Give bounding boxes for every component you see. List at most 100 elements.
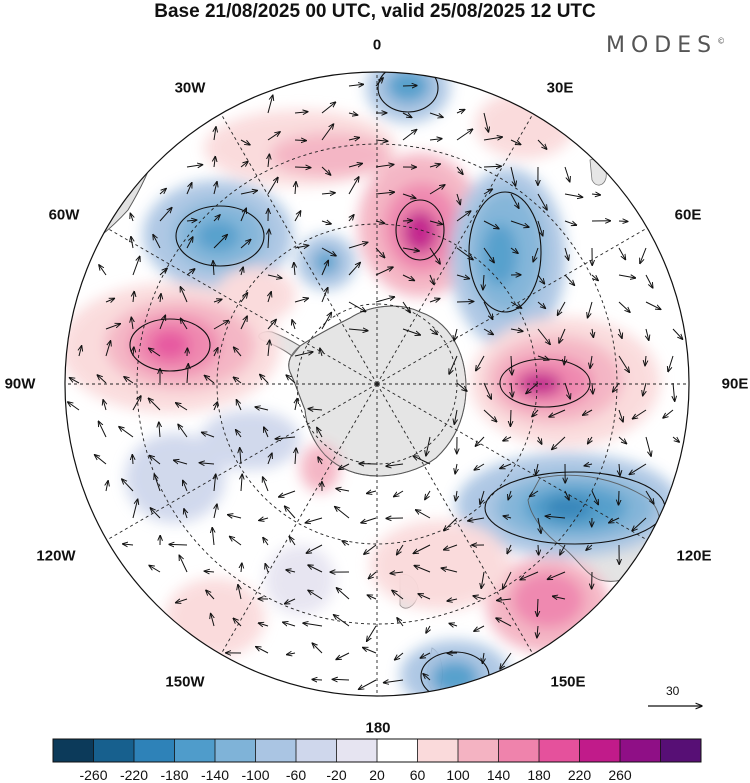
meridian-line: [106, 227, 378, 385]
longitude-label: 0: [372, 36, 382, 54]
wind-vector: [336, 652, 350, 660]
wind-vector: [537, 193, 547, 210]
wind-vector: [265, 564, 268, 573]
wind-vector: [234, 347, 242, 357]
wind-vector: [538, 517, 541, 533]
wind-vector: [426, 625, 430, 633]
wind-vector: [132, 499, 138, 519]
map-boundary: [64, 71, 690, 697]
wind-vector: [367, 595, 377, 599]
wind-vector: [591, 490, 598, 505]
wind-vector: [537, 625, 538, 638]
wind-vector: [375, 267, 393, 276]
wind-vector: [473, 596, 485, 599]
wind-vector: [537, 301, 546, 308]
wind-vector: [186, 269, 195, 276]
wind-vector: [511, 382, 512, 397]
wind-vector: [160, 294, 161, 303]
longitude-label: 120W: [36, 547, 76, 565]
wind-vector: [348, 84, 364, 86]
wind-vector: [267, 319, 276, 330]
wind-vector: [294, 262, 295, 276]
wind-vector: [402, 248, 419, 251]
wind-vector: [510, 220, 529, 227]
wind-vector: [375, 192, 394, 194]
wind-vector: [68, 402, 80, 411]
wind-vector: [588, 436, 592, 444]
wind-vector: [241, 267, 243, 276]
wind-vector: [338, 463, 350, 470]
wind-vector: [214, 156, 215, 168]
wind-vector: [186, 220, 197, 221]
wind-vector: [426, 436, 431, 456]
wind-vector: [510, 247, 518, 253]
wind-vector: [213, 299, 222, 302]
wind-vector: [444, 517, 458, 531]
wind-vector: [267, 275, 282, 278]
wind-vector: [375, 165, 394, 168]
longitude-label: 90E: [721, 375, 749, 393]
wind-vector: [592, 328, 593, 338]
meridian-line: [106, 383, 378, 541]
wind-vector: [308, 409, 323, 410]
wind-vector: [176, 403, 188, 411]
wind-vector: [179, 555, 188, 573]
wind-vector: [176, 599, 188, 603]
wind-vector: [537, 598, 538, 616]
wind-vector: [131, 317, 133, 330]
wind-vector: [425, 490, 431, 500]
wind-vector: [474, 625, 485, 631]
wind-vector: [618, 436, 627, 444]
wind-vector: [312, 643, 323, 654]
wind-vector: [449, 355, 458, 374]
wind-vector: [95, 455, 107, 465]
wind-vector: [416, 510, 431, 519]
wind-vector: [483, 112, 489, 132]
wind-vector: [500, 652, 512, 669]
wind-vector: [187, 364, 188, 384]
wind-vector: [618, 247, 626, 260]
wind-vector: [214, 402, 218, 411]
colorbar: [52, 738, 702, 763]
wind-vector: [211, 613, 214, 627]
wind-vector: [342, 541, 350, 545]
wind-vector: [386, 464, 404, 466]
wind-vector: [321, 260, 328, 276]
wind-vector: [618, 275, 636, 278]
wind-vector: [618, 409, 623, 422]
wind-vector: [321, 288, 328, 303]
wind-vector: [295, 448, 296, 465]
contour-high-90e: [499, 358, 591, 408]
wind-vector: [390, 572, 404, 574]
colorbar-swatch: [458, 739, 499, 762]
wind-vector: [294, 112, 308, 113]
wind-vector: [268, 453, 272, 465]
contour-low-60w: [175, 205, 265, 267]
colorbar-tick-label: 220: [567, 767, 592, 783]
meridian-line: [376, 383, 534, 655]
colorbar-swatch: [93, 739, 135, 762]
wind-vector: [69, 378, 80, 384]
wind-vector: [213, 235, 227, 249]
wind-vector: [348, 329, 368, 331]
wind-vector: [565, 247, 569, 260]
wind-vector: [618, 221, 628, 222]
wind-vector: [430, 274, 434, 284]
wind-vector: [348, 177, 359, 195]
meridian-line: [376, 113, 534, 385]
wind-vector: [619, 463, 620, 476]
wind-vector: [646, 328, 649, 340]
wind-vector: [132, 256, 140, 276]
wind-vector: [149, 348, 161, 357]
map-title: Base 21/08/2025 00 UTC, valid 25/08/2025…: [154, 1, 596, 22]
wind-vector: [279, 490, 296, 497]
wind-vector: [240, 208, 246, 222]
wind-vector: [321, 247, 336, 256]
meridian-line: [220, 113, 378, 385]
wind-vector: [159, 315, 165, 330]
wind-vector: [510, 166, 516, 186]
wind-vector: [508, 490, 511, 500]
wind-vector: [618, 355, 629, 372]
wind-vector: [308, 565, 323, 573]
wind-vector: [447, 599, 458, 601]
